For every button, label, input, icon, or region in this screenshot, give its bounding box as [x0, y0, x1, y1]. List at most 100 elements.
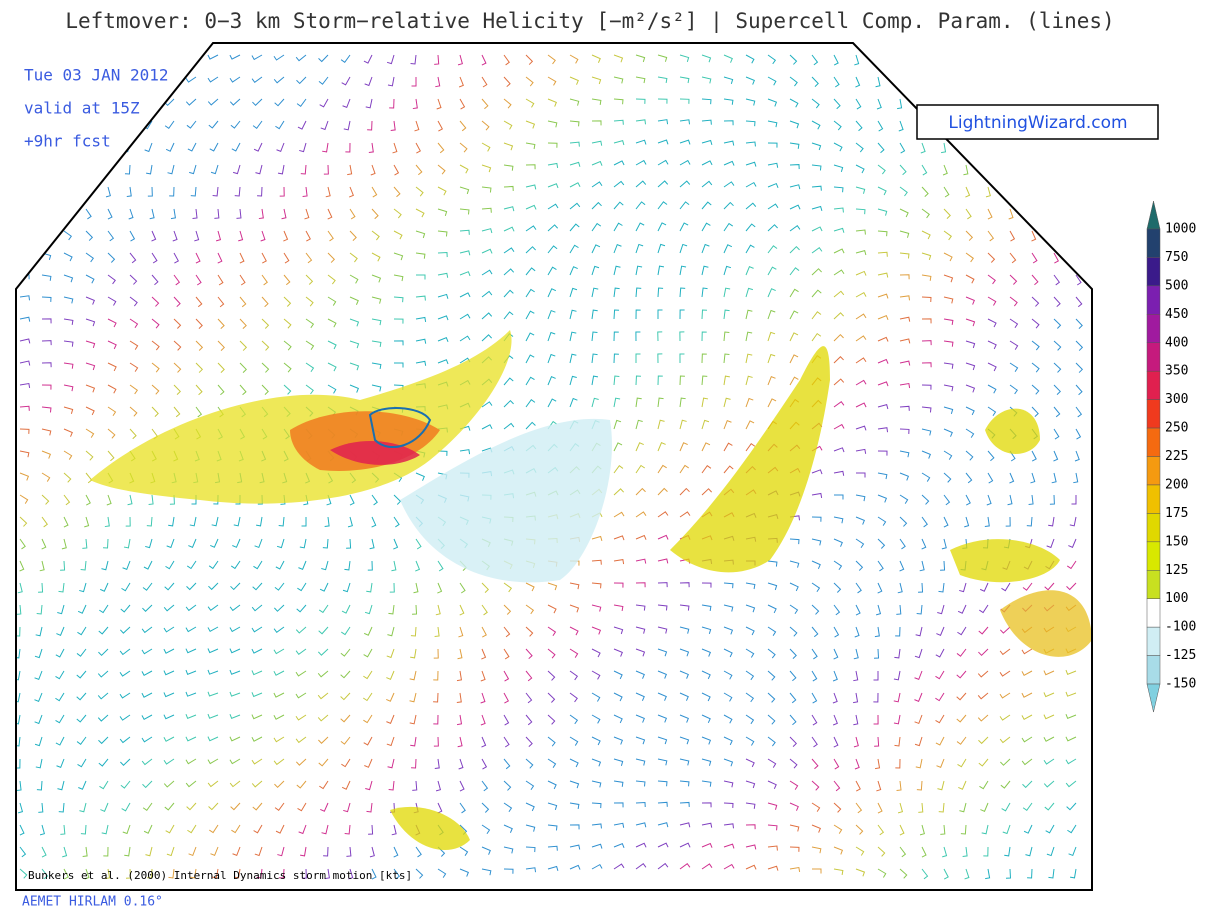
- wind-barb: [1022, 802, 1033, 812]
- wind-barb: [304, 208, 310, 220]
- wind-barb: [120, 758, 131, 766]
- wind-barb: [1051, 472, 1057, 484]
- wind-barb: [412, 98, 418, 110]
- wind-barb: [19, 230, 30, 238]
- wind-barb: [129, 406, 138, 417]
- wind-barb: [41, 230, 51, 240]
- wind-barb: [208, 560, 219, 570]
- wind-barb: [679, 397, 686, 408]
- wind-barb: [855, 846, 865, 856]
- wind-barb: [745, 714, 755, 725]
- wind-barb: [547, 142, 558, 148]
- wind-barb: [789, 692, 797, 704]
- wind-barb: [613, 375, 620, 386]
- wind-barb: [34, 648, 43, 659]
- wind-barb: [210, 538, 219, 548]
- wind-barb: [811, 185, 822, 191]
- wind-barb: [899, 405, 910, 411]
- wind-barb: [166, 846, 175, 857]
- wind-barb: [169, 494, 175, 505]
- wind-barb: [894, 54, 901, 65]
- wind-barb: [811, 120, 821, 130]
- wind-barb: [657, 862, 669, 870]
- wind-barb: [591, 863, 603, 870]
- wind-barb: [107, 450, 115, 462]
- wind-barb: [189, 868, 197, 879]
- wind-barb: [189, 516, 197, 527]
- wind-barb: [679, 582, 690, 588]
- wind-barb: [63, 868, 69, 880]
- wind-barb: [185, 691, 197, 697]
- wind-barb: [389, 582, 395, 593]
- wind-barb: [569, 120, 580, 127]
- wind-barb: [569, 161, 581, 167]
- wind-barb: [962, 846, 968, 857]
- wind-barb: [217, 296, 225, 308]
- wind-barb: [877, 251, 888, 257]
- wind-barb: [569, 736, 579, 746]
- wind-barb: [987, 362, 997, 372]
- wind-barb: [371, 252, 381, 262]
- title: Leftmover: 0−3 km Storm−relative Helicit…: [65, 9, 1114, 34]
- wind-barb: [635, 736, 646, 745]
- wind-barb: [701, 736, 712, 745]
- wind-barb: [387, 758, 395, 769]
- wind-barb: [899, 428, 910, 434]
- wind-barb: [657, 801, 668, 807]
- colorbar-band: [1146, 626, 1161, 656]
- wind-barb: [899, 538, 906, 550]
- wind-barb: [789, 670, 797, 682]
- wind-barb: [635, 692, 645, 701]
- wind-barb: [723, 736, 733, 746]
- wind-barb: [210, 164, 219, 175]
- wind-barb: [943, 450, 953, 460]
- wind-barb: [129, 428, 137, 440]
- wind-barb: [525, 98, 535, 108]
- wind-barb: [833, 736, 839, 748]
- wind-barb: [613, 287, 620, 298]
- wind-barb: [811, 226, 823, 232]
- wind-barb: [207, 98, 219, 106]
- wind-barb: [124, 846, 131, 857]
- wind-barb: [173, 318, 182, 329]
- wind-barb: [433, 714, 439, 725]
- wind-barb: [185, 98, 197, 106]
- wind-barb: [833, 758, 840, 770]
- wind-barb: [76, 714, 87, 723]
- wind-barb: [481, 868, 492, 876]
- wind-barb: [481, 648, 487, 660]
- wind-barb: [217, 384, 225, 396]
- wind-barb: [679, 604, 690, 611]
- wind-barb: [893, 670, 901, 681]
- wind-barb: [324, 868, 330, 880]
- wind-barb: [679, 648, 690, 657]
- wind-barb: [149, 208, 155, 220]
- wind-barb: [19, 208, 29, 218]
- wind-barb: [701, 464, 712, 474]
- wind-barb: [273, 692, 285, 698]
- wind-barb: [434, 758, 440, 770]
- wind-barb: [977, 670, 989, 678]
- wind-barb: [940, 824, 946, 835]
- wind-barb: [613, 265, 621, 276]
- wind-barb: [317, 648, 329, 656]
- wind-barb: [80, 560, 87, 571]
- wind-barb: [833, 423, 845, 430]
- wind-barb: [207, 669, 219, 675]
- wind-barb: [411, 76, 417, 87]
- wind-barb: [41, 274, 52, 281]
- wind-barb: [415, 560, 421, 572]
- wind-barb: [347, 516, 353, 528]
- wind-barb: [657, 331, 663, 342]
- wind-barb: [217, 340, 225, 351]
- wind-barb: [103, 846, 109, 857]
- wind-barb: [252, 98, 263, 106]
- wind-barb: [217, 252, 223, 264]
- wind-barb: [1023, 824, 1033, 834]
- wind-barb: [458, 76, 464, 88]
- wind-barb: [877, 358, 889, 364]
- wind-barb: [525, 867, 537, 873]
- wind-barb: [1043, 54, 1055, 61]
- wind-barb: [789, 267, 800, 276]
- wind-barb: [591, 287, 599, 298]
